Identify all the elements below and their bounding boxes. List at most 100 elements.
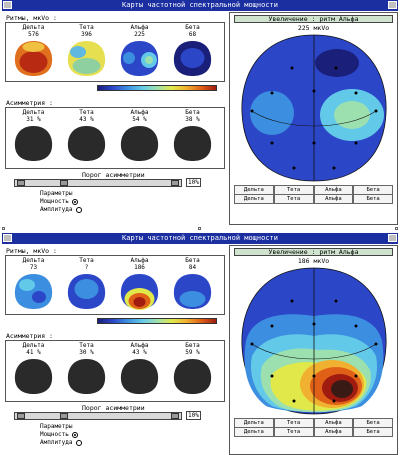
slider-left-arrow[interactable]: [17, 180, 25, 186]
asym-name: Альфа: [130, 109, 149, 116]
rhythms-label: Ритмы, мкVo :: [6, 14, 57, 22]
asym-map-alpha[interactable]: Альфа 43 %: [117, 342, 162, 396]
radio-power-label: Мощность: [40, 431, 69, 438]
params-label: Параметры: [40, 190, 73, 197]
rhythm-value: 225: [134, 31, 145, 38]
radio-icon[interactable]: [75, 439, 82, 446]
radio-amplitude[interactable]: Амплитуда: [40, 439, 82, 447]
color-scale-bar: [97, 85, 217, 91]
rhythm-name: Бета: [185, 257, 200, 264]
figure-separator: [0, 225, 400, 233]
asymmetry-maps-group: Дельта 41 % Тета 30 % Альфа 43 % Бета 59…: [5, 340, 225, 402]
resize-handle: [2, 227, 5, 230]
asym-map-alpha[interactable]: Альфа 54 %: [117, 109, 162, 163]
spectral-window-1: Карты частотной спектральной мощности Ри…: [0, 0, 400, 225]
asym-head-theta: [67, 359, 106, 394]
asym-head-beta: [173, 126, 212, 161]
rhythm-map-beta[interactable]: Бета 68: [170, 24, 215, 78]
slider-thumb[interactable]: [60, 413, 68, 419]
rhythm-maps-group: Дельта 73 Тета ? Альфа 186: [5, 255, 225, 315]
asym-button-theta[interactable]: Тета: [273, 427, 314, 437]
rhythm-map-delta[interactable]: Дельта 73: [11, 257, 56, 311]
radio-icon[interactable]: [75, 206, 82, 213]
window-menu-button[interactable]: [3, 1, 12, 9]
asym-button-delta[interactable]: Дельта: [234, 194, 274, 204]
asymmetry-label: Асимметрия :: [6, 99, 53, 107]
radio-icon[interactable]: [71, 198, 78, 205]
zoom-head-map: [241, 267, 387, 415]
asym-button-beta[interactable]: Бета: [353, 194, 393, 204]
asym-button-alpha[interactable]: Альфа: [313, 427, 354, 437]
asym-map-theta[interactable]: Тета 43 %: [64, 109, 109, 163]
slider-right-arrow[interactable]: [171, 180, 179, 186]
rhythm-name: Альфа: [130, 257, 149, 264]
rhythm-name: Альфа: [130, 24, 149, 31]
asym-button-beta[interactable]: Бета: [353, 427, 393, 437]
threshold-slider[interactable]: [14, 179, 182, 187]
rhythm-value: 73: [29, 264, 38, 271]
spectral-window-2: Карты частотной спектральной мощности Ри…: [0, 233, 400, 455]
rhythm-name: Дельта: [22, 257, 45, 264]
zoom-header: Увеличение : ритм Альфа: [234, 248, 393, 256]
asym-value: 30 %: [79, 349, 94, 356]
rhythm-name: Тета: [79, 24, 94, 31]
head-map-alpha: [120, 274, 159, 310]
asymmetry-label: Асимметрия :: [6, 332, 53, 340]
asym-value: 43 %: [79, 116, 94, 123]
threshold-label: Порог асимметрии: [82, 171, 145, 179]
slider-left-arrow[interactable]: [17, 413, 25, 419]
asym-head-beta: [173, 359, 212, 394]
threshold-slider[interactable]: [14, 412, 182, 420]
radio-power[interactable]: Мощность: [40, 431, 82, 439]
resize-handle: [395, 227, 398, 230]
asym-map-beta[interactable]: Бета 38 %: [170, 109, 215, 163]
rhythm-value: 576: [28, 31, 39, 38]
threshold-percent: 10%: [186, 411, 201, 420]
asym-name: Бета: [185, 342, 200, 349]
resize-handle: [198, 227, 201, 230]
asym-map-delta[interactable]: Дельта 31 %: [11, 109, 56, 163]
rhythm-map-delta[interactable]: Дельта 576: [11, 24, 56, 78]
window-close-button[interactable]: [388, 234, 397, 242]
rhythm-map-beta[interactable]: Бета 84: [170, 257, 215, 311]
asym-button-delta[interactable]: Дельта: [234, 427, 274, 437]
asym-name: Дельта: [22, 342, 45, 349]
asym-button-alpha[interactable]: Альфа: [313, 194, 354, 204]
head-map-beta: [173, 274, 212, 309]
radio-icon[interactable]: [71, 431, 78, 438]
asym-map-beta[interactable]: Бета 59 %: [170, 342, 215, 396]
asym-map-delta[interactable]: Дельта 41 %: [11, 342, 56, 396]
rhythm-name: Дельта: [22, 24, 45, 31]
asym-head-delta: [14, 359, 53, 394]
rhythm-map-alpha[interactable]: Альфа 225: [117, 24, 162, 78]
asym-name: Альфа: [130, 342, 149, 349]
params-group: Параметры Мощность Амплитуда: [40, 423, 82, 447]
maps-area: Ритмы, мкVo : Дельта 576 Тета 396: [2, 12, 228, 225]
rhythm-map-theta[interactable]: Тета ?: [64, 257, 109, 311]
slider-right-arrow[interactable]: [171, 413, 179, 419]
zoom-area: Увеличение : ритм Альфа 186 мкVo Дельта: [229, 245, 398, 455]
asym-head-theta: [67, 126, 106, 161]
zoom-value: 186 мкVo: [297, 257, 330, 265]
radio-amplitude[interactable]: Амплитуда: [40, 206, 82, 214]
window-close-button[interactable]: [388, 1, 397, 9]
radio-power[interactable]: Мощность: [40, 198, 82, 206]
window-menu-button[interactable]: [3, 234, 12, 242]
zoom-header: Увеличение : ритм Альфа: [234, 15, 393, 23]
asym-name: Дельта: [22, 109, 45, 116]
threshold-percent: 10%: [186, 178, 201, 187]
color-scale-bar: [97, 318, 217, 324]
rhythm-map-theta[interactable]: Тета 396: [64, 24, 109, 78]
asym-button-theta[interactable]: Тета: [273, 194, 314, 204]
slider-thumb[interactable]: [60, 180, 68, 186]
window-titlebar: Карты частотной спектральной мощности: [2, 233, 398, 244]
asym-map-theta[interactable]: Тета 30 %: [64, 342, 109, 396]
rhythm-map-alpha[interactable]: Альфа 186: [117, 257, 162, 311]
rhythm-maps-group: Дельта 576 Тета 396 Альфа 225: [5, 22, 225, 82]
maps-area: Ритмы, мкVo : Дельта 73 Тета ?: [2, 245, 228, 455]
asym-head-delta: [14, 126, 53, 161]
radio-amplitude-label: Амплитуда: [40, 439, 73, 446]
asym-value: 59 %: [185, 349, 200, 356]
zoom-rhythm-buttons: Дельта Тета Альфа Бета Дельта Тета Альфа…: [234, 418, 393, 437]
head-map-delta: [14, 41, 53, 76]
